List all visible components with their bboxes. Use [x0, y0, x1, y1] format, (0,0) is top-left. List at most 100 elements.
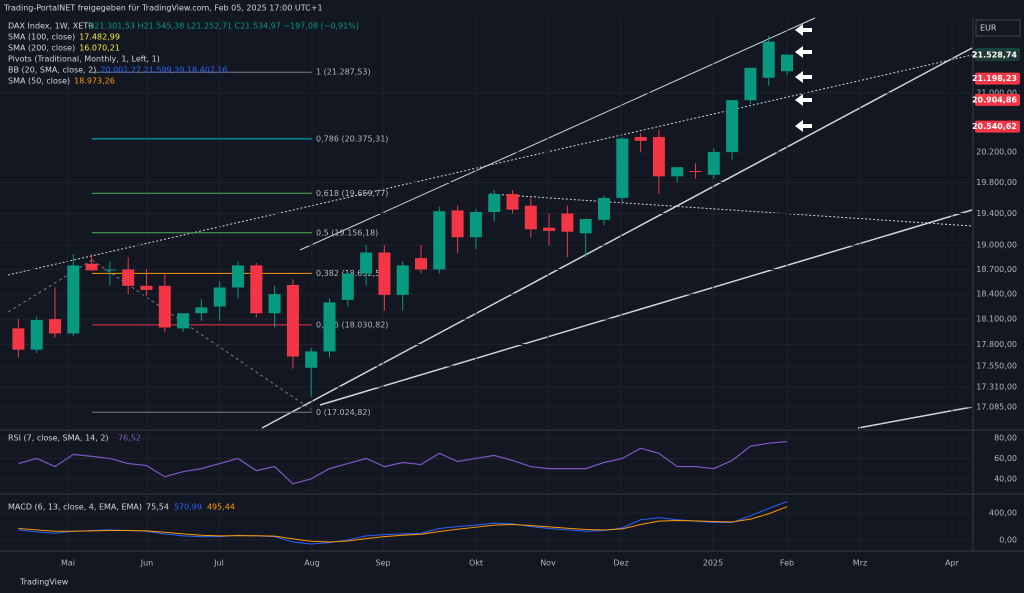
candle-body — [561, 213, 574, 232]
price-label-box — [975, 49, 1020, 62]
candle-body — [341, 273, 354, 300]
candle-body — [250, 265, 263, 314]
candle-body — [67, 265, 80, 334]
candle-body — [30, 319, 43, 350]
candle-body — [543, 227, 556, 231]
candle-body — [506, 194, 519, 210]
legend-title: DAX Index, 1W, XETR — [8, 22, 94, 31]
y-tick-label: 18.100,00 — [976, 315, 1017, 324]
y-tick-label: 17.800,00 — [976, 340, 1017, 349]
candle-body — [415, 258, 427, 270]
legend-label: SMA (200, close) — [8, 44, 75, 53]
candle-body — [671, 167, 684, 177]
price-label: 21.198,23 — [972, 74, 1017, 83]
macd-line — [18, 506, 788, 543]
legend-value: 20.001,27 21.599,39 18.407,16 — [100, 66, 227, 75]
x-tick-label: Dez — [613, 559, 628, 568]
candle-body — [378, 252, 391, 295]
candle-body — [396, 265, 409, 295]
candle-body — [652, 137, 665, 177]
fib-label: 0,786 (20.375,31) — [316, 134, 388, 143]
candle-body — [122, 269, 135, 286]
candle-body — [195, 307, 208, 314]
rsi-tick-label: 80,00 — [994, 434, 1017, 443]
price-label: 20.904,86 — [972, 95, 1017, 104]
candle-body — [360, 252, 373, 274]
candle-body — [103, 269, 116, 271]
macd-title: MACD (6, 13, close, 4, EMA, EMA) — [8, 503, 142, 512]
candle-body — [689, 170, 702, 172]
y-tick-label: 19.000,00 — [976, 241, 1017, 250]
legend-value: 18.973,26 — [74, 77, 115, 86]
price-label-box — [975, 120, 1020, 133]
legend-label: Pivots (Traditional, Monthly, 1, Left, 1… — [8, 55, 160, 64]
fib-label: 0,382 (18.652,59) — [316, 269, 388, 278]
candle-body — [140, 285, 153, 290]
price-label-box — [975, 72, 1020, 85]
candle-body — [598, 197, 610, 220]
fib-label: 0,5 (19.156,18) — [316, 228, 378, 237]
y-tick-label: 17.550,00 — [976, 362, 1017, 371]
x-tick-label: Sep — [375, 559, 390, 568]
price-label: 20.540,62 — [972, 122, 1017, 131]
candle-body — [469, 211, 482, 238]
rsi-title: RSI (7, close, SMA, 14, 2) — [8, 434, 109, 443]
legend-ohlc: O21.301,53 H21.545,38 L21.252,71 C21.534… — [88, 22, 359, 31]
candle-body — [762, 41, 775, 78]
fib-label: 0,618 (19.659,77) — [316, 189, 388, 198]
price-label: 21.528,74 — [972, 51, 1017, 60]
candle-body — [524, 205, 537, 230]
currency-box[interactable] — [975, 19, 1021, 37]
macd-legend: 570,99 — [174, 503, 202, 512]
candle-body — [158, 285, 171, 328]
x-tick-label: Jul — [213, 559, 224, 568]
x-tick-label: Nov — [540, 559, 556, 568]
candle-body — [323, 302, 336, 352]
candle-body — [488, 194, 501, 212]
y-tick-label: 17.085,00 — [976, 402, 1017, 411]
candle-body — [726, 100, 739, 153]
legend-value: 17.482,99 — [79, 33, 120, 42]
candle-body — [744, 67, 757, 101]
x-tick-label: Jun — [140, 559, 154, 568]
macd-head: 75,54 — [146, 503, 169, 512]
candle-body — [268, 294, 281, 314]
y-tick-label: 19.400,00 — [976, 209, 1017, 218]
candle-body — [177, 313, 190, 329]
legend-value: 16.070,21 — [79, 44, 120, 53]
rsi-line — [18, 441, 788, 485]
candle-body — [616, 138, 629, 198]
pane-separators — [0, 18, 1024, 552]
x-tick-label: Aug — [304, 559, 320, 568]
y-tick-label: 17.310,00 — [976, 383, 1017, 392]
candle-body — [781, 54, 793, 72]
legend-label: BB (20, SMA, close, 2) — [8, 66, 96, 75]
legend-label: SMA (100, close) — [8, 33, 75, 42]
rsi-tick-label: 60,00 — [994, 454, 1017, 463]
x-tick-label: Mrz — [853, 559, 867, 568]
candle-body — [213, 287, 226, 307]
candle-body — [286, 285, 299, 357]
macd-tick-label: 400,00 — [989, 509, 1017, 518]
drawings — [7, 17, 973, 429]
candle-body — [232, 265, 244, 288]
candle-body — [634, 137, 647, 141]
brand: TradingView — [19, 578, 69, 587]
y-tick-label: 20.200,00 — [976, 148, 1017, 157]
y-tick-label: 21.000,00 — [976, 88, 1017, 97]
y-tick-label: 18.700,00 — [976, 265, 1017, 274]
rsi-tick-label: 40,00 — [994, 474, 1017, 483]
macd-legend: 495,44 — [207, 503, 235, 512]
x-tick-label: Mai — [61, 559, 75, 568]
fib-label: 0 (17.024,82) — [316, 408, 371, 417]
candle-body — [85, 263, 98, 271]
candle-body — [49, 319, 61, 334]
x-tick-label: Apr — [945, 559, 960, 568]
macd-tick-label: 0,00 — [999, 535, 1017, 544]
fib-label: 1 (21.287,53) — [316, 68, 371, 77]
y-tick-label: 18.400,00 — [976, 290, 1017, 299]
x-tick-label: Okt — [469, 559, 483, 568]
fib-label: 0,236 (18.030,82) — [316, 320, 388, 329]
watermark: Trading-PortalNET freigegeben für Tradin… — [3, 4, 323, 13]
